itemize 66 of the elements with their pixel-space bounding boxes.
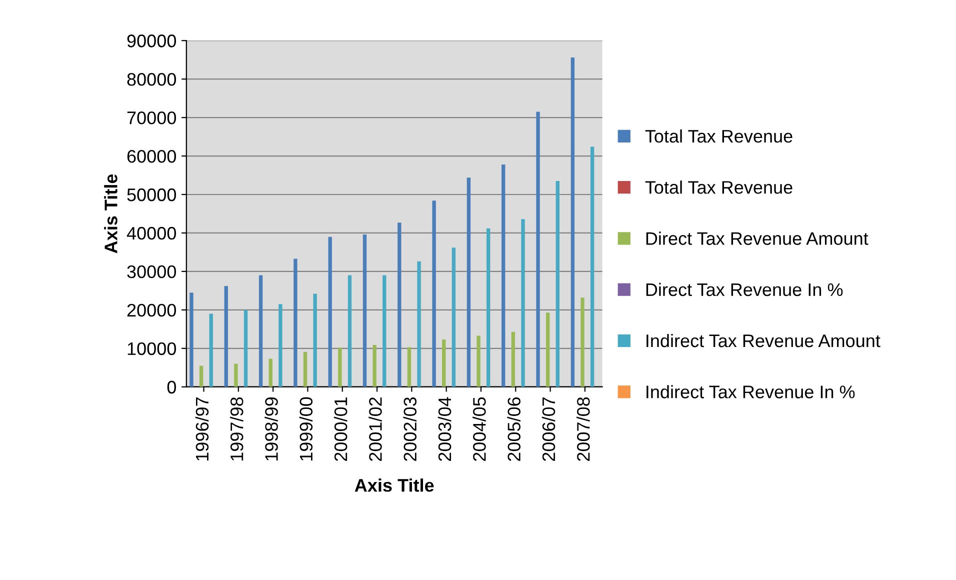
bar (502, 164, 506, 387)
bar (442, 340, 446, 387)
x-tick-label: 2007/08 (576, 397, 590, 461)
y-tick-label: 80000 (127, 73, 176, 86)
y-tick-label: 60000 (127, 150, 176, 163)
bar (407, 347, 412, 387)
bar (580, 298, 584, 387)
bar (466, 178, 471, 387)
bar (303, 352, 308, 387)
bar (556, 181, 560, 387)
y-axis-title: Axis Title (104, 174, 118, 254)
bar (199, 366, 204, 387)
bar (209, 314, 213, 387)
legend-label: Indirect Tax Revenue Amount (646, 334, 880, 348)
bar (244, 310, 248, 387)
bar (348, 275, 352, 387)
bar (546, 312, 550, 387)
x-tick-label: 2003/04 (438, 397, 452, 461)
bar (398, 222, 402, 387)
y-tick-label: 90000 (127, 34, 176, 48)
x-tick-label: 1998/99 (264, 397, 278, 460)
x-tick-label: 2000/01 (334, 397, 348, 461)
x-tick-label: 2004/05 (472, 397, 486, 461)
legend-label: Direct Tax Revenue Amount (646, 232, 868, 245)
bar (234, 364, 238, 387)
bar (452, 248, 456, 387)
x-tick-label: 2005/06 (507, 397, 520, 461)
bar (521, 219, 525, 387)
bar (432, 200, 436, 387)
bar (268, 358, 272, 387)
legend-label: Total Tax Revenue (645, 180, 792, 194)
bar (476, 336, 480, 387)
x-axis-title: Axis Title (354, 478, 434, 492)
bar (190, 292, 194, 387)
x-tick-label: 1997/98 (230, 397, 244, 460)
bar (362, 234, 367, 387)
y-tick-label: 10000 (128, 342, 176, 356)
bar (328, 236, 332, 387)
x-tick-label: 1999/00 (299, 397, 313, 460)
bar (294, 258, 298, 387)
y-tick-label: 50000 (127, 188, 176, 202)
bar (382, 275, 386, 387)
bar (224, 286, 228, 387)
bar (258, 275, 263, 387)
y-tick-label: 30000 (127, 265, 176, 278)
x-tick-label: 2001/02 (368, 397, 382, 461)
legend-label: Total Tax Revenue (645, 129, 792, 143)
x-tick-label: 2006/07 (542, 397, 556, 461)
legend-label: Direct Tax Revenue In % (646, 282, 843, 296)
bar (278, 304, 282, 387)
legend-label: Indirect Tax Revenue In % (646, 385, 855, 398)
bar (417, 261, 421, 387)
bar (570, 58, 575, 387)
bar (372, 344, 376, 387)
y-tick-label: 70000 (127, 111, 176, 124)
x-tick-label: 2002/03 (403, 397, 417, 461)
y-tick-label: 0 (167, 380, 176, 394)
bar (511, 332, 516, 387)
bar (536, 112, 540, 387)
y-tick-label: 40000 (126, 226, 176, 240)
bar (590, 146, 594, 387)
bar (338, 348, 342, 387)
bar (313, 294, 317, 387)
y-tick-label: 20000 (127, 304, 176, 317)
bar (486, 228, 490, 387)
x-tick-label: 1996/97 (195, 397, 209, 460)
